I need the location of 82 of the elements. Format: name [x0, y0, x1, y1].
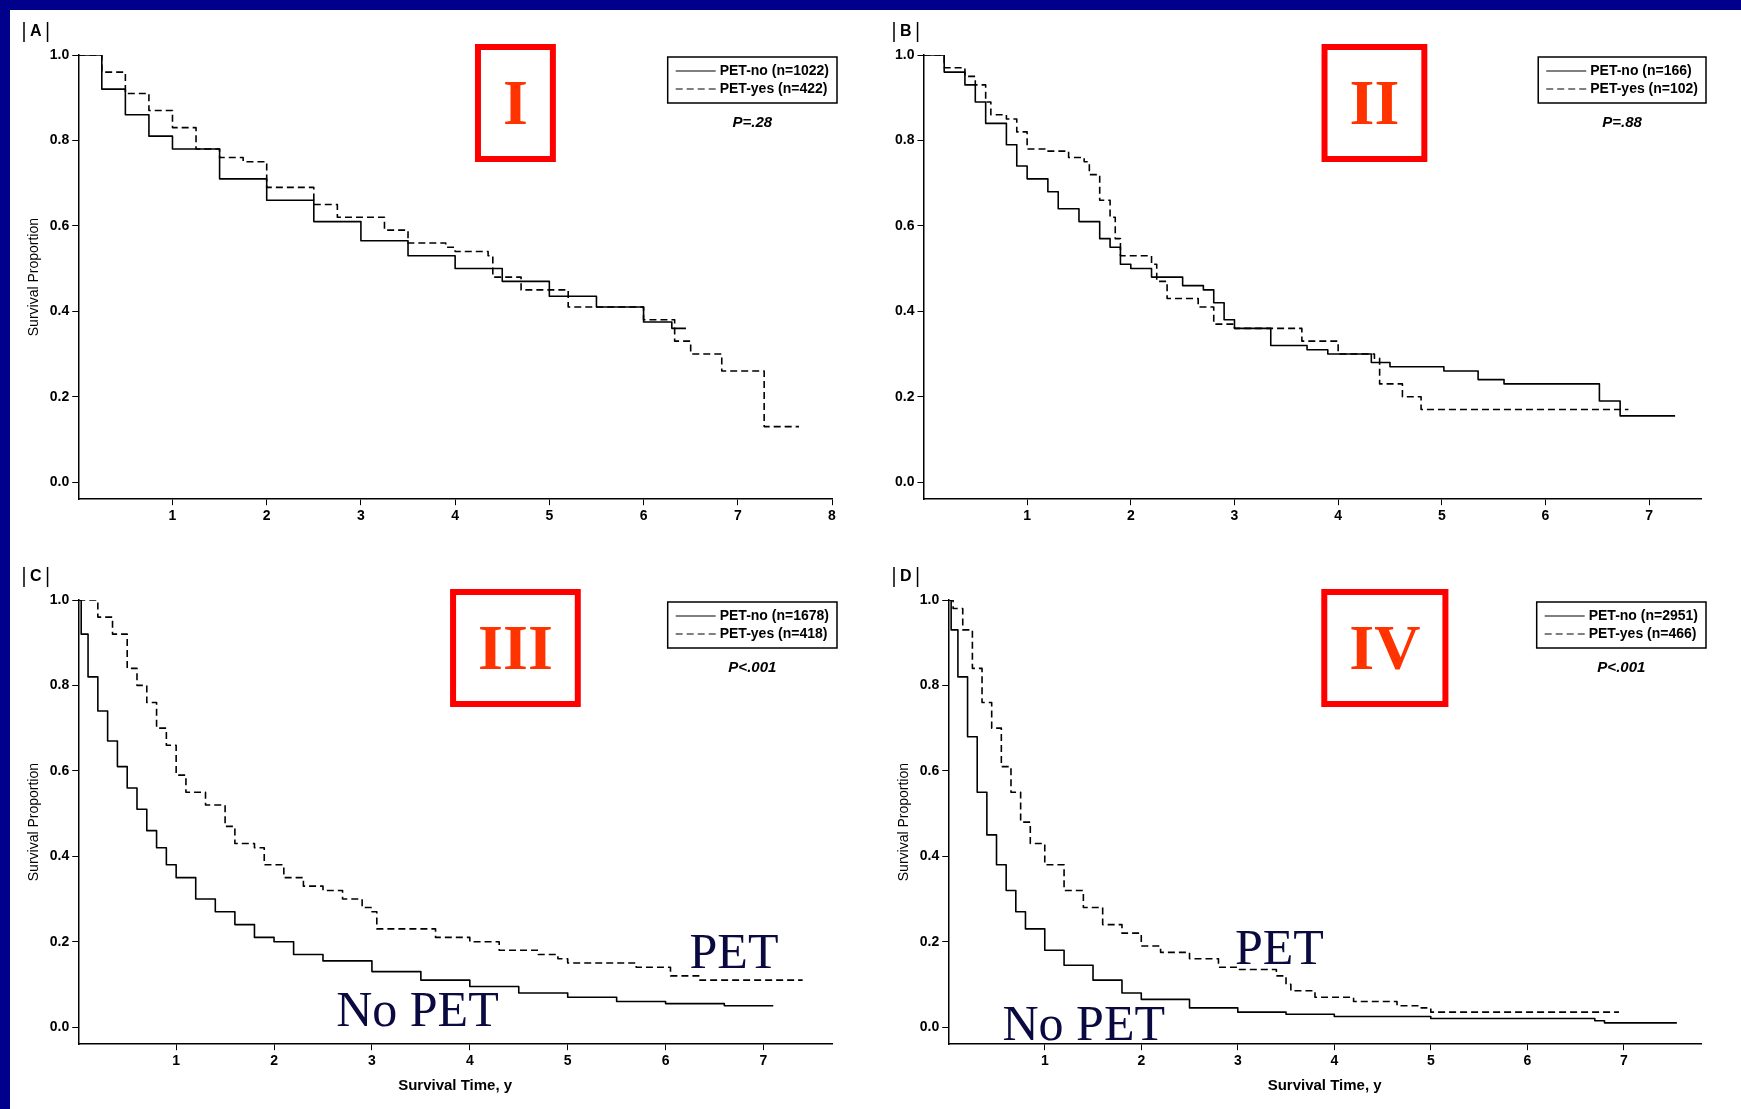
x-tick-label: 6 [661, 1052, 670, 1069]
chart-subtitle: III [478, 611, 553, 683]
y-tick-label: 0.2 [49, 387, 70, 404]
annotation: No PET [1002, 994, 1165, 1051]
x-tick-label: 2 [1126, 507, 1135, 524]
annotation: P<.001 [728, 658, 777, 676]
y-tick-label: 0.2 [894, 387, 915, 404]
x-tick-label: 5 [563, 1052, 572, 1069]
y-tick-label: 0.8 [919, 676, 940, 693]
x-tick-label: 1 [1040, 1052, 1049, 1069]
chart-title: C [30, 567, 42, 585]
y-tick-label: 0.0 [49, 1017, 70, 1034]
x-tick-label: 2 [262, 507, 271, 524]
annotation: No PET [336, 981, 499, 1038]
x-tick-label: 7 [733, 507, 742, 524]
x-tick-label: 3 [1230, 507, 1239, 524]
y-axis-title: Survival Proportion [25, 762, 42, 882]
chart-title: D [900, 567, 912, 585]
x-tick-label: 4 [465, 1052, 474, 1069]
annotation: P=.88 [1602, 113, 1643, 131]
y-tick-label: 1.0 [49, 590, 70, 607]
chart-title: B [900, 22, 912, 40]
legend-label: PET-no (n=1022) [719, 61, 830, 78]
y-tick-label: 0.6 [894, 216, 915, 233]
x-tick-label: 6 [1523, 1052, 1532, 1069]
x-tick-label: 4 [451, 507, 460, 524]
y-tick-label: 0.6 [49, 761, 70, 778]
y-tick-label: 0.2 [49, 932, 70, 949]
y-tick-label: 0.8 [894, 131, 915, 148]
legend-label: PET-yes (n=422) [719, 79, 828, 96]
legend-label: PET-yes (n=466) [1588, 624, 1697, 641]
x-tick-label: 1 [1023, 507, 1032, 524]
x-tick-label: 3 [357, 507, 366, 524]
y-tick-label: 0.2 [919, 932, 940, 949]
y-tick-label: 0.0 [919, 1017, 940, 1034]
y-tick-label: 0.0 [894, 472, 915, 489]
x-tick-label: 3 [368, 1052, 377, 1069]
x-tick-label: 5 [545, 507, 554, 524]
x-tick-label: 2 [1137, 1052, 1146, 1069]
x-tick-label: 3 [1233, 1052, 1242, 1069]
y-axis-title: Survival Proportion [895, 762, 912, 882]
x-tick-label: 7 [759, 1052, 768, 1069]
x-tick-label: 5 [1426, 1052, 1435, 1069]
y-tick-label: 1.0 [919, 590, 940, 607]
y-tick-label: 0.8 [49, 131, 70, 148]
y-tick-label: 0.4 [49, 302, 70, 319]
x-tick-label: 5 [1437, 507, 1446, 524]
legend-label: PET-yes (n=418) [719, 624, 828, 641]
chart-subtitle: IV [1349, 611, 1421, 683]
y-tick-label: 0.4 [894, 302, 915, 319]
legend-label: PET-no (n=2951) [1588, 606, 1699, 623]
annotation: PET [689, 923, 779, 980]
x-axis-title: Survival Time, y [398, 1076, 513, 1094]
x-tick-label: 8 [828, 507, 837, 524]
y-tick-label: 0.0 [49, 472, 70, 489]
legend-label: PET-no (n=166) [1590, 61, 1692, 78]
x-tick-label: 4 [1330, 1052, 1339, 1069]
y-tick-label: 1.0 [49, 45, 70, 62]
annotation: P<.001 [1597, 658, 1646, 676]
x-tick-label: 6 [1541, 507, 1550, 524]
chart-subtitle: II [1349, 66, 1400, 138]
y-tick-label: 0.8 [49, 676, 70, 693]
x-tick-label: 2 [270, 1052, 279, 1069]
x-axis-title: Survival Time, y [1267, 1076, 1383, 1094]
legend-label: PET-yes (n=102) [1590, 79, 1699, 96]
annotation: PET [1235, 919, 1324, 976]
x-tick-label: 6 [639, 507, 648, 524]
chart-title: A [30, 22, 42, 40]
x-tick-label: 7 [1645, 507, 1654, 524]
annotation: P=.28 [732, 113, 773, 131]
y-tick-label: 0.6 [49, 216, 70, 233]
legend-label: PET-no (n=1678) [719, 606, 830, 623]
y-tick-label: 0.4 [919, 847, 940, 864]
x-tick-label: 1 [168, 507, 177, 524]
y-tick-label: 1.0 [894, 45, 915, 62]
chart-subtitle: I [502, 66, 528, 138]
x-tick-label: 7 [1619, 1052, 1628, 1069]
x-tick-label: 4 [1334, 507, 1343, 524]
y-axis-title: Survival Proportion [25, 217, 42, 337]
y-tick-label: 0.6 [919, 761, 940, 778]
x-tick-label: 1 [172, 1052, 181, 1069]
y-tick-label: 0.4 [49, 847, 70, 864]
